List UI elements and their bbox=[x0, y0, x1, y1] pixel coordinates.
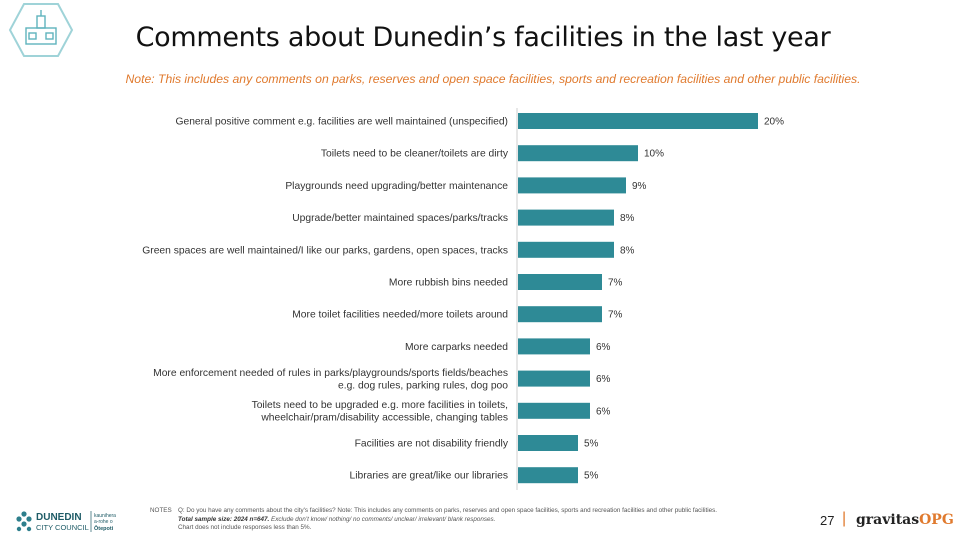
dunedin-city-council-logo: DUNEDIN CITY COUNCIL kaunihera a-rohe o … bbox=[16, 511, 116, 532]
council-maori-line3: Ōtepoti bbox=[94, 525, 114, 532]
bar-chart: General positive comment e.g. facilities… bbox=[142, 108, 784, 490]
value-label: 5% bbox=[584, 471, 599, 482]
category-label-line: Toilets need to be upgraded e.g. more fa… bbox=[252, 400, 508, 411]
category-label: Facilities are not disability friendly bbox=[355, 439, 509, 450]
bar bbox=[518, 209, 614, 226]
category-label: More carparks needed bbox=[405, 342, 508, 353]
value-label: 7% bbox=[608, 310, 623, 321]
category-label-line: More rubbish bins needed bbox=[389, 278, 508, 289]
category-label: Libraries are great/like our libraries bbox=[349, 471, 508, 482]
category-label-line: Playgrounds need upgrading/better mainte… bbox=[285, 181, 508, 192]
value-label: 6% bbox=[596, 406, 611, 417]
value-label: 8% bbox=[620, 245, 635, 256]
footer-separator: | bbox=[842, 510, 847, 527]
page-title: Comments about Dunedin’s facilities in t… bbox=[135, 22, 831, 53]
value-label: 10% bbox=[644, 149, 664, 160]
category-label: Upgrade/better maintained spaces/parks/t… bbox=[292, 213, 508, 224]
category-label: More toilet facilities needed/more toile… bbox=[292, 310, 508, 321]
bar bbox=[518, 435, 578, 451]
value-label: 5% bbox=[584, 439, 599, 450]
bar bbox=[518, 370, 590, 387]
category-label-line: Toilets need to be cleaner/toilets are d… bbox=[321, 149, 509, 160]
category-label-line: wheelchair/pram/disability accessible, c… bbox=[260, 413, 508, 424]
notes-label: NOTES bbox=[150, 507, 172, 514]
gravitas-opg-logo: gravitasOPG bbox=[856, 512, 954, 528]
bar bbox=[518, 113, 758, 129]
category-label-line: General positive comment e.g. facilities… bbox=[175, 117, 508, 128]
category-label-line: Libraries are great/like our libraries bbox=[349, 471, 508, 482]
chart-note: Note: This includes any comments on park… bbox=[125, 72, 861, 86]
category-label: General positive comment e.g. facilities… bbox=[175, 117, 508, 128]
category-label: More enforcement needed of rules in park… bbox=[153, 368, 508, 392]
value-label: 6% bbox=[596, 342, 611, 353]
page-number: 27 bbox=[820, 513, 835, 528]
notes-sample: Total sample size: 2024 n=647. Exclude d… bbox=[178, 516, 820, 525]
category-label: Toilets need to be upgraded e.g. more fa… bbox=[252, 400, 508, 424]
bar bbox=[518, 177, 626, 194]
bar bbox=[518, 145, 638, 162]
bar bbox=[518, 274, 602, 290]
category-label-line: More enforcement needed of rules in park… bbox=[153, 368, 508, 379]
brand-accent: OPG bbox=[919, 512, 954, 528]
council-maori-line2: a-rohe o bbox=[94, 519, 113, 525]
dcc-logo-hexagon bbox=[8, 3, 74, 57]
category-label-line: e.g. dog rules, parking rules, dog poo bbox=[338, 380, 508, 391]
notes-threshold: Chart does not include responses less th… bbox=[178, 524, 312, 532]
bar bbox=[518, 241, 614, 258]
bar bbox=[518, 402, 590, 419]
bar bbox=[518, 338, 590, 355]
council-name-line1: DUNEDIN bbox=[36, 512, 82, 523]
category-label: Green spaces are well maintained/I like … bbox=[142, 245, 508, 256]
category-label-line: More carparks needed bbox=[405, 342, 508, 353]
value-label: 9% bbox=[632, 181, 647, 192]
council-maori-line1: kaunihera bbox=[94, 513, 116, 519]
council-name-line2: CITY COUNCIL bbox=[36, 523, 89, 532]
notes-block: NOTES Q: Do you have any comments about … bbox=[150, 507, 820, 533]
value-label: 8% bbox=[620, 213, 635, 224]
brand-main: gravitas bbox=[856, 512, 920, 528]
value-label: 20% bbox=[764, 117, 784, 128]
bar bbox=[518, 306, 602, 323]
notes-exclusions: Exclude don’t know/ nothing/ no comments… bbox=[269, 515, 496, 523]
category-label-line: More toilet facilities needed/more toile… bbox=[292, 310, 508, 321]
category-label-line: Upgrade/better maintained spaces/parks/t… bbox=[292, 213, 508, 224]
category-label: Playgrounds need upgrading/better mainte… bbox=[285, 181, 508, 192]
notes-sample-size: Total sample size: 2024 n=647. bbox=[178, 515, 270, 523]
category-label-line: Green spaces are well maintained/I like … bbox=[142, 245, 508, 256]
category-label: More rubbish bins needed bbox=[389, 278, 508, 289]
bar bbox=[518, 467, 578, 484]
notes-question: Q: Do you have any comments about the ci… bbox=[178, 507, 718, 514]
value-label: 7% bbox=[608, 278, 623, 289]
category-label: Toilets need to be cleaner/toilets are d… bbox=[321, 149, 509, 160]
value-label: 6% bbox=[596, 374, 611, 385]
category-label-line: Facilities are not disability friendly bbox=[355, 439, 509, 450]
